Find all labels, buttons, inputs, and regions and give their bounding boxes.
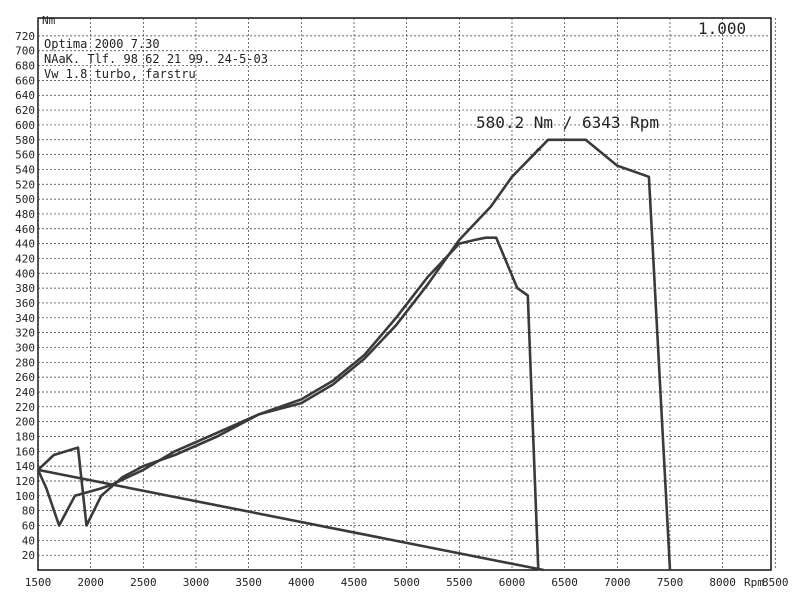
x-tick-label: 3000 bbox=[183, 576, 210, 589]
y-tick-label: 220 bbox=[15, 401, 35, 414]
peak-marker: ^ bbox=[535, 146, 542, 159]
x-tick-label: 6500 bbox=[551, 576, 578, 589]
y-tick-label: 400 bbox=[15, 267, 35, 280]
y-tick-label: 540 bbox=[15, 163, 35, 176]
series-line-3 bbox=[37, 468, 544, 572]
x-axis-label: Rpm bbox=[744, 576, 764, 589]
y-tick-label: 100 bbox=[15, 490, 35, 503]
series-line-1 bbox=[37, 236, 540, 571]
y-tick-label: 280 bbox=[15, 356, 35, 369]
y-tick-label: 700 bbox=[15, 45, 35, 58]
grid bbox=[37, 18, 776, 570]
y-tick-label: 380 bbox=[15, 282, 35, 295]
y-tick-label: 680 bbox=[15, 60, 35, 73]
y-tick-label: 180 bbox=[15, 430, 35, 443]
y-tick-label: 620 bbox=[15, 104, 35, 117]
x-tick-label: 7500 bbox=[657, 576, 684, 589]
y-tick-label: 460 bbox=[15, 223, 35, 236]
y-tick-label: 340 bbox=[15, 312, 35, 325]
y-tick-label: 40 bbox=[22, 534, 35, 547]
header-line-2: NAaK. Tlf. 98 62 21 99. 24-5-03 bbox=[44, 52, 268, 66]
y-axis-label: Nm bbox=[42, 14, 56, 27]
series-line-2 bbox=[36, 138, 672, 571]
header-line-1: Optima 2000 7.30 bbox=[44, 37, 160, 51]
plot-background bbox=[37, 17, 772, 571]
y-tick-label: 260 bbox=[15, 371, 35, 384]
scale-value: 1.000 bbox=[698, 19, 746, 38]
x-tick-label: 7000 bbox=[604, 576, 631, 589]
y-tick-label: 240 bbox=[15, 386, 35, 399]
y-tick-label: 360 bbox=[15, 297, 35, 310]
y-tick-label: 560 bbox=[15, 149, 35, 162]
y-tick-label: 120 bbox=[15, 475, 35, 488]
y-tick-label: 480 bbox=[15, 208, 35, 221]
axes: 1500 2000 2500 3000 3500 4000 4500 5000 5500 6000… bbox=[15, 30, 788, 589]
y-tick-label: 640 bbox=[15, 89, 35, 102]
x-tick-label: 4000 bbox=[288, 576, 315, 589]
x-tick-label: 1500 bbox=[25, 576, 52, 589]
x-tick-label: 4500 bbox=[341, 576, 368, 589]
x-tick-label: 8500 bbox=[762, 576, 789, 589]
y-tick-label: 580 bbox=[15, 134, 35, 147]
y-tick-label: 500 bbox=[15, 193, 35, 206]
y-tick-label: 20 bbox=[22, 549, 35, 562]
y-tick-label: 80 bbox=[22, 505, 35, 518]
y-tick-label: 300 bbox=[15, 341, 35, 354]
x-tick-label: 6000 bbox=[499, 576, 526, 589]
peak-label: 580.2 Nm / 6343 Rpm bbox=[476, 113, 659, 132]
header-line-3: Vw 1.8 turbo, farstru bbox=[44, 67, 196, 81]
y-tick-label: 600 bbox=[15, 119, 35, 132]
x-tick-label: 2500 bbox=[130, 576, 157, 589]
series-group bbox=[36, 138, 672, 572]
y-tick-label: 60 bbox=[22, 519, 35, 532]
y-tick-label: 420 bbox=[15, 252, 35, 265]
y-tick-label: 520 bbox=[15, 178, 35, 191]
x-tick-label: 2000 bbox=[77, 576, 104, 589]
y-tick-label: 660 bbox=[15, 74, 35, 87]
annotations: Nm Rpm 1.000 Optima 2000 7.30 NAaK. Tlf.… bbox=[42, 14, 764, 589]
y-tick-label: 440 bbox=[15, 238, 35, 251]
y-tick-label: 200 bbox=[15, 416, 35, 429]
x-tick-label: 8000 bbox=[709, 576, 736, 589]
x-tick-label: 3500 bbox=[235, 576, 262, 589]
y-tick-label: 720 bbox=[15, 30, 35, 43]
x-tick-label: 5500 bbox=[446, 576, 473, 589]
x-tick-label: 5000 bbox=[393, 576, 420, 589]
y-tick-label: 140 bbox=[15, 460, 35, 473]
y-tick-label: 320 bbox=[15, 327, 35, 340]
y-tick-label: 160 bbox=[15, 445, 35, 458]
